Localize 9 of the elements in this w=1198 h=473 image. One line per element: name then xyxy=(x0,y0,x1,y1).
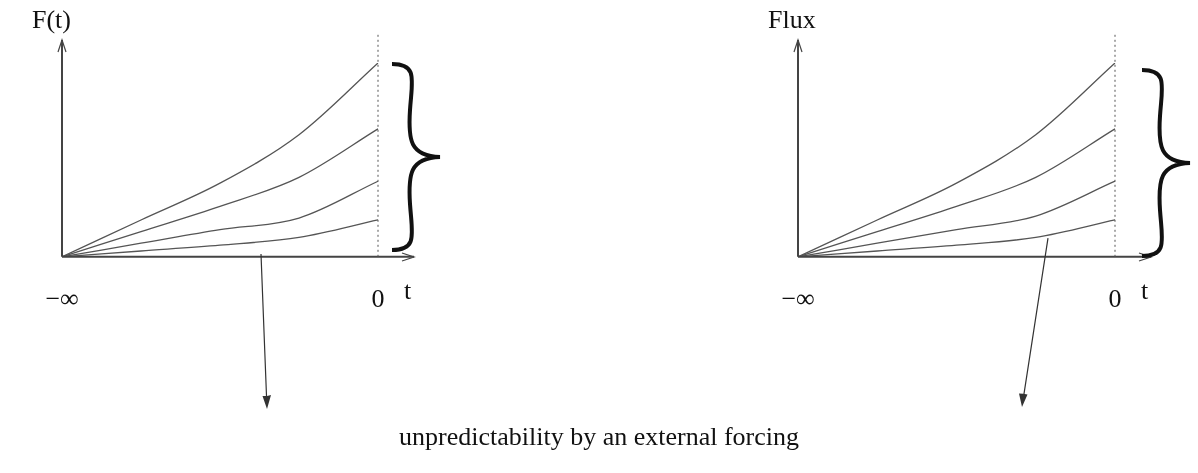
y-axis-title: F(t) xyxy=(32,5,71,34)
y-axis-title: Flux xyxy=(768,5,816,34)
text: unpredictability by an external forcing xyxy=(398,422,800,452)
x-axis-title: t xyxy=(1141,275,1149,305)
x-tick-label: 0 xyxy=(1108,284,1122,314)
x-tick-label: −∞ xyxy=(45,284,79,314)
x-tick-label: −∞ xyxy=(781,284,815,314)
x-axis-title: t xyxy=(404,275,412,305)
x-tick-label: 0 xyxy=(371,284,385,314)
